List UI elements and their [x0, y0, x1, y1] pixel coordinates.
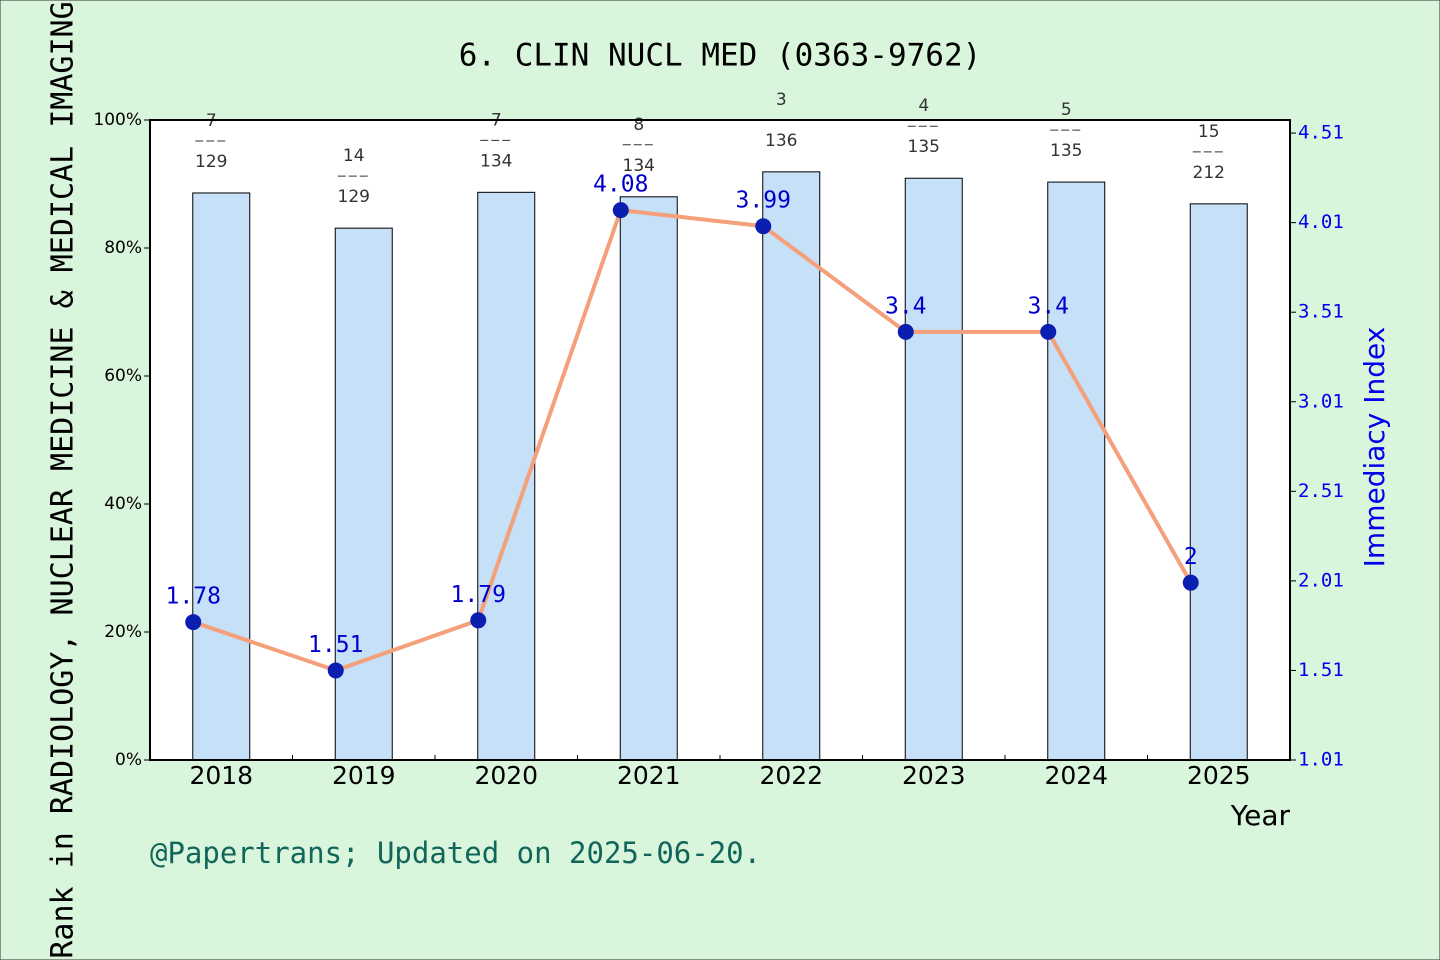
bar	[1189, 203, 1248, 761]
rank-label: 4	[918, 96, 929, 116]
total-label: 129	[195, 152, 227, 172]
bar	[619, 196, 678, 761]
line-value-label: 3.99	[736, 188, 791, 214]
x-tick-label: 2020	[474, 761, 538, 790]
y2-tick-label: 2.51	[1298, 480, 1344, 502]
line-value-label: 3.4	[1027, 293, 1069, 319]
line-marker	[1040, 323, 1057, 340]
total-label: 134	[480, 151, 512, 171]
y2-axis-label: Immediacy Index	[1358, 327, 1391, 568]
plot-border	[149, 119, 1291, 761]
y2-tick-label: 3.51	[1298, 301, 1344, 323]
line-marker	[185, 614, 202, 631]
line-value-label: 1.78	[166, 584, 221, 610]
y-tick-label: 60%	[104, 366, 142, 386]
bar	[334, 227, 393, 761]
x-tick-label: 2023	[902, 761, 966, 790]
y-tick-label: 100%	[93, 110, 142, 130]
total-label: 129	[338, 187, 370, 207]
rank-label: 8	[633, 115, 644, 135]
line-value-label: 1.51	[308, 632, 363, 658]
y-tick-label: 80%	[104, 238, 142, 258]
x-tick-label: 2019	[332, 761, 396, 790]
rank-label: 3	[776, 90, 787, 110]
x-tick-label: 2025	[1187, 761, 1251, 790]
y-tick-label: 20%	[104, 622, 142, 642]
line	[192, 207, 1193, 673]
bar	[904, 177, 963, 761]
line-marker	[897, 323, 914, 340]
y2-tick-label: 4.51	[1298, 122, 1344, 144]
line-marker	[612, 202, 629, 219]
bar	[477, 191, 536, 761]
y2-tick-label: 3.01	[1298, 390, 1344, 412]
chart-title: 6. CLIN NUCL MED (0363-9762)	[459, 38, 982, 74]
rank-label: 14	[343, 146, 365, 166]
line-value-label: 2	[1184, 544, 1198, 570]
total-label: 212	[1193, 163, 1225, 183]
y2-tick-label: 1.01	[1298, 749, 1344, 771]
y-axis-label: Rank in RADIOLOGY, NUCLEAR MEDICINE & ME…	[46, 1, 81, 958]
y-tick-label: 40%	[104, 494, 142, 514]
total-label: 136	[765, 131, 797, 151]
rank-label: 5	[1061, 100, 1072, 120]
line-value-label: 4.08	[593, 172, 648, 198]
line-marker	[470, 612, 487, 629]
line-marker	[755, 218, 772, 235]
y2-tick-label: 4.01	[1298, 211, 1344, 233]
line-marker	[327, 662, 344, 679]
total-label: 135	[1050, 141, 1082, 161]
x-tick-label: 2024	[1044, 761, 1108, 790]
x-tick-label: 2018	[189, 761, 253, 790]
rank-label: 15	[1198, 122, 1220, 142]
line-marker	[1182, 574, 1199, 591]
total-label: 134	[623, 156, 655, 176]
footer: @Papertrans; Updated on 2025-06-20.	[150, 836, 761, 870]
x-axis-label: Year	[1230, 799, 1291, 832]
bar	[192, 192, 251, 761]
line-value-label: 1.79	[451, 582, 506, 608]
total-label: 135	[908, 137, 940, 157]
y-tick-label: 0%	[115, 750, 142, 770]
y2-tick-label: 1.51	[1298, 659, 1344, 681]
line-value-label: 3.4	[885, 293, 927, 319]
y2-tick-label: 2.01	[1298, 569, 1344, 591]
bar	[1047, 181, 1106, 761]
x-tick-label: 2021	[617, 761, 681, 790]
x-tick-label: 2022	[759, 761, 823, 790]
